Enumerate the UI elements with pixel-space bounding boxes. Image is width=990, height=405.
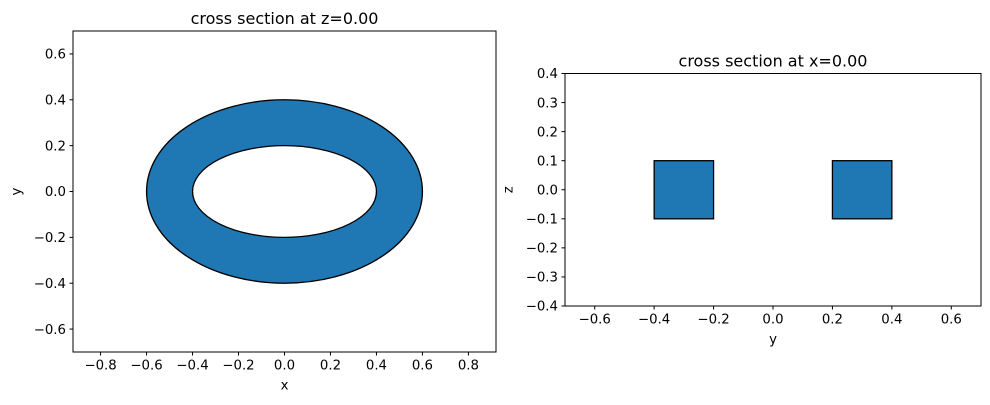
y-tick-label: 0.3 — [537, 96, 558, 111]
x-tick-label: 0.6 — [412, 359, 433, 374]
y-tick-label: −0.2 — [34, 231, 66, 246]
x-tick-label: 0.4 — [881, 313, 902, 328]
y-tick-label: −0.4 — [526, 300, 558, 315]
x-tick-label: 0.0 — [762, 313, 783, 328]
left-plot-ylabel: y — [10, 187, 25, 195]
y-tick-label: −0.6 — [34, 323, 66, 338]
x-tick-label: −0.6 — [130, 359, 162, 374]
y-tick-label: 0.0 — [537, 183, 558, 198]
axes-frame — [564, 73, 982, 307]
y-tick-label: 0.4 — [537, 67, 558, 82]
right-plot-xlabel: y — [769, 333, 777, 348]
y-tick-label: 0.0 — [45, 185, 66, 200]
left-plot-title: cross section at z=0.00 — [191, 9, 379, 28]
y-tick-label: 0.6 — [45, 48, 66, 63]
y-tick-label: −0.4 — [34, 277, 66, 292]
rect-patch — [831, 160, 893, 220]
x-tick-label: −0.6 — [579, 313, 611, 328]
x-tick-label: −0.2 — [222, 359, 254, 374]
y-tick-label: −0.3 — [526, 271, 558, 286]
x-tick-label: 0.0 — [274, 359, 295, 374]
annulus-patch — [145, 99, 424, 284]
x-tick-label: −0.8 — [84, 359, 116, 374]
x-tick-label: 0.8 — [458, 359, 479, 374]
y-tick-label: −0.1 — [526, 213, 558, 228]
left-plot-xlabel: x — [281, 379, 289, 394]
right-plot-ylabel: z — [502, 186, 517, 193]
x-tick-label: 0.2 — [822, 313, 843, 328]
y-tick-label: 0.2 — [537, 125, 558, 140]
y-tick-label: 0.1 — [537, 154, 558, 169]
y-tick-label: 0.4 — [45, 93, 66, 108]
y-tick-label: 0.2 — [45, 139, 66, 154]
x-tick-label: 0.4 — [366, 359, 387, 374]
x-tick-label: 0.6 — [941, 313, 962, 328]
y-tick-label: −0.2 — [526, 242, 558, 257]
right-plot-title: cross section at x=0.00 — [679, 52, 868, 71]
x-tick-label: 0.2 — [320, 359, 341, 374]
rect-patch — [653, 160, 715, 220]
x-tick-label: −0.2 — [697, 313, 729, 328]
x-tick-label: −0.4 — [638, 313, 670, 328]
x-tick-label: −0.4 — [176, 359, 208, 374]
